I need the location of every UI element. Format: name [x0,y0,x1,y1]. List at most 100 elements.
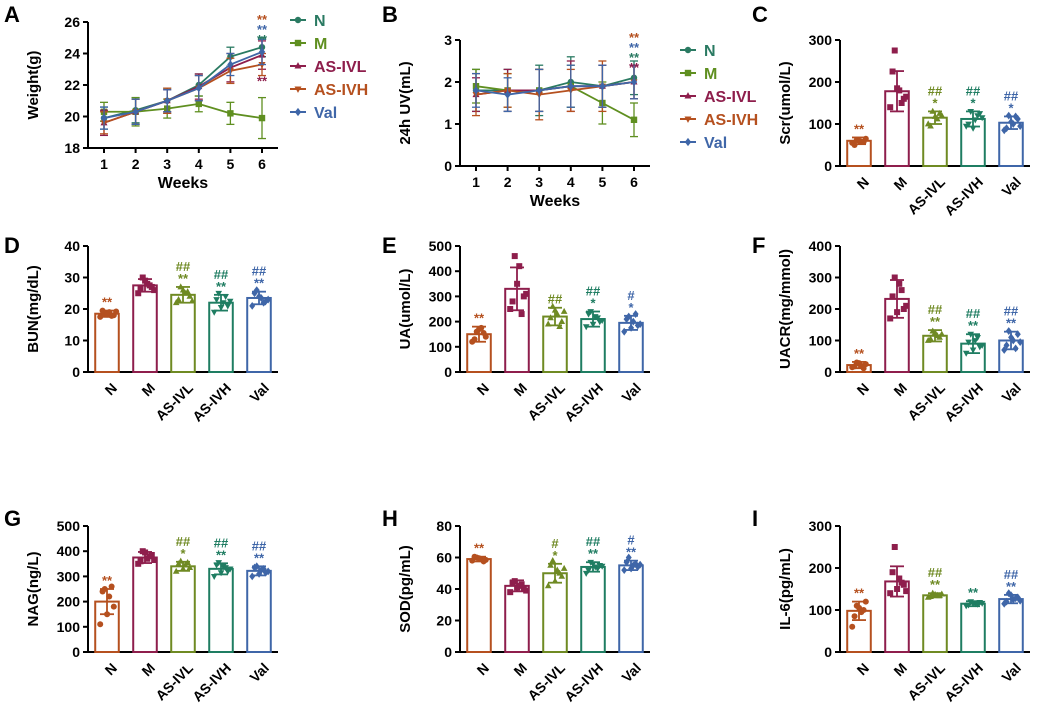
chart-i-data-point-m [894,586,901,592]
chart-f-data-point-as-ivl [927,335,934,342]
chart-a-point-val [227,60,234,69]
chart-f-significance-label: ** [1006,316,1017,331]
chart-a-y-tick-label: 22 [64,77,80,93]
chart-b-legend-label: N [704,43,716,60]
chart-i-bar-as-ivh [960,602,986,654]
chart-d-data-point-n [113,308,120,315]
chart-e-y-tick-label: 500 [429,238,453,254]
chart-b-y-tick-label: 2 [444,74,452,90]
chart-e-y-tick-label: 200 [429,314,453,330]
chart-a-legend-label: AS-IVH [314,82,368,99]
chart-e-y-tick-label: 100 [429,339,453,355]
chart-h-category-label: Val [618,660,644,686]
chart-e-data-point-val [628,324,635,332]
chart-c-data-point-as-ivh [969,125,977,132]
chart-e-data-point-n [480,329,487,336]
chart-h-data-point-as-ivh [594,566,601,573]
chart-e-significance-label: * [590,296,596,311]
chart-a-legend-label: M [314,36,327,53]
chart-d-data-point-as-ivh [226,298,234,305]
chart-i-significance-label: ## [1004,567,1019,582]
chart-d-data-point-m [146,282,153,289]
chart-a-x-tick-label: 4 [195,156,203,172]
chart-h-bar-n [466,558,492,654]
chart-c-significance-label: ## [928,83,943,98]
chart-c-category-label: AS-IVH [941,174,986,219]
chart-f-data-point-n [851,363,858,370]
chart-f-data-point-as-ivh [967,331,975,338]
chart-g-data-point-val [260,564,267,573]
chart-a-x-tick-label: 6 [258,156,266,172]
chart-c-significance-label: * [1008,100,1014,115]
chart-i-significance-label: ** [854,586,865,601]
chart-e-category-label: M [510,380,530,400]
chart-e-data-point-as-ivh [582,324,590,331]
chart-c-data-point-as-ivl [936,109,943,116]
chart-a-y-tick-label: 18 [64,140,80,156]
chart-a-x-axis-label: Weeks [158,175,209,192]
chart-d-data-point-val [251,289,258,298]
chart-b-y-tick-label: 3 [444,32,452,48]
chart-b-x-tick-label: 1 [472,174,480,190]
chart-g-data-point-as-ivl [179,565,187,572]
chart-i-data-point-val [1012,594,1019,603]
chart-e-data-point-m [514,280,521,287]
chart-d-data-point-as-ivl [175,295,182,302]
chart-a-x-tick-label: 3 [163,156,171,172]
chart-b-significance-label: ** [629,30,640,45]
chart-d-significance-label: ## [252,264,267,279]
chart-g-category-label: N [102,660,120,678]
chart-g-bar-as-ivh [208,567,234,654]
chart-d-data-point-m [151,287,158,294]
chart-h-significance-label: ** [588,546,599,561]
chart-f-significance-label: ## [966,306,981,321]
chart-g-data-point-val [265,567,272,576]
chart-d-data-point-n [99,307,106,314]
chart-c-y-axis-label: Scr(umol/L) [777,61,794,144]
chart-g-y-axis-label: NAG(ng/L) [25,552,42,627]
chart-d-data-point-n [97,313,104,320]
chart-e-data-point-val [634,321,641,330]
chart-b-legend-marker [684,92,692,99]
chart-e-data-point-m [518,311,525,318]
chart-a-point-val [100,113,108,123]
chart-b-legend-marker [684,69,692,77]
chart-e-y-axis-label: UA(umol/L) [397,269,414,350]
chart-d-y-tick-label: 40 [64,238,80,254]
chart-e-y-tick-label: 0 [444,364,452,380]
chart-g-significance-label: ** [216,547,227,562]
chart-e-significance-label: ** [474,311,485,326]
chart-i-data-point-m [903,588,910,595]
chart-a-legend-label: AS-IVL [314,59,367,76]
chart-d-data-point-val [256,292,263,301]
chart-d-data-point-as-ivh [222,294,229,300]
chart-i-significance-label: ** [1006,579,1017,594]
chart-b-legend-label: M [704,66,717,83]
chart-h-data-point-val [632,559,639,568]
chart-h-data-point-val [621,566,628,574]
chart-h-data-point-m [509,579,516,586]
chart-g-category-label: AS-IVH [189,660,234,705]
chart-c-data-point-m [898,100,905,106]
chart-e-data-point-val [632,310,639,318]
chart-h-data-point-val [623,558,630,567]
chart-g-y-tick-label: 300 [57,568,81,584]
chart-e-data-point-m [509,298,516,305]
chart-a-x-tick-label: 1 [100,156,108,172]
chart-d-data-point-as-ivl [172,299,180,306]
chart-c-data-point-val [1017,122,1024,130]
chart-d-data-point-as-ivh [217,305,225,312]
chart-c-data-point-val [1014,115,1021,123]
panel-label-A: A [4,2,20,27]
chart-a-series-line-val [103,51,263,119]
chart-c-data-point-m [894,85,901,92]
chart-c-data-point-m [891,47,898,54]
chart-f-significance-label: ## [1004,304,1019,319]
chart-g-data-point-as-ivl [186,563,194,570]
chart-b-point-val [567,82,574,91]
chart-i-data-point-val [1008,591,1015,600]
chart-i-y-tick-label: 0 [824,644,832,660]
